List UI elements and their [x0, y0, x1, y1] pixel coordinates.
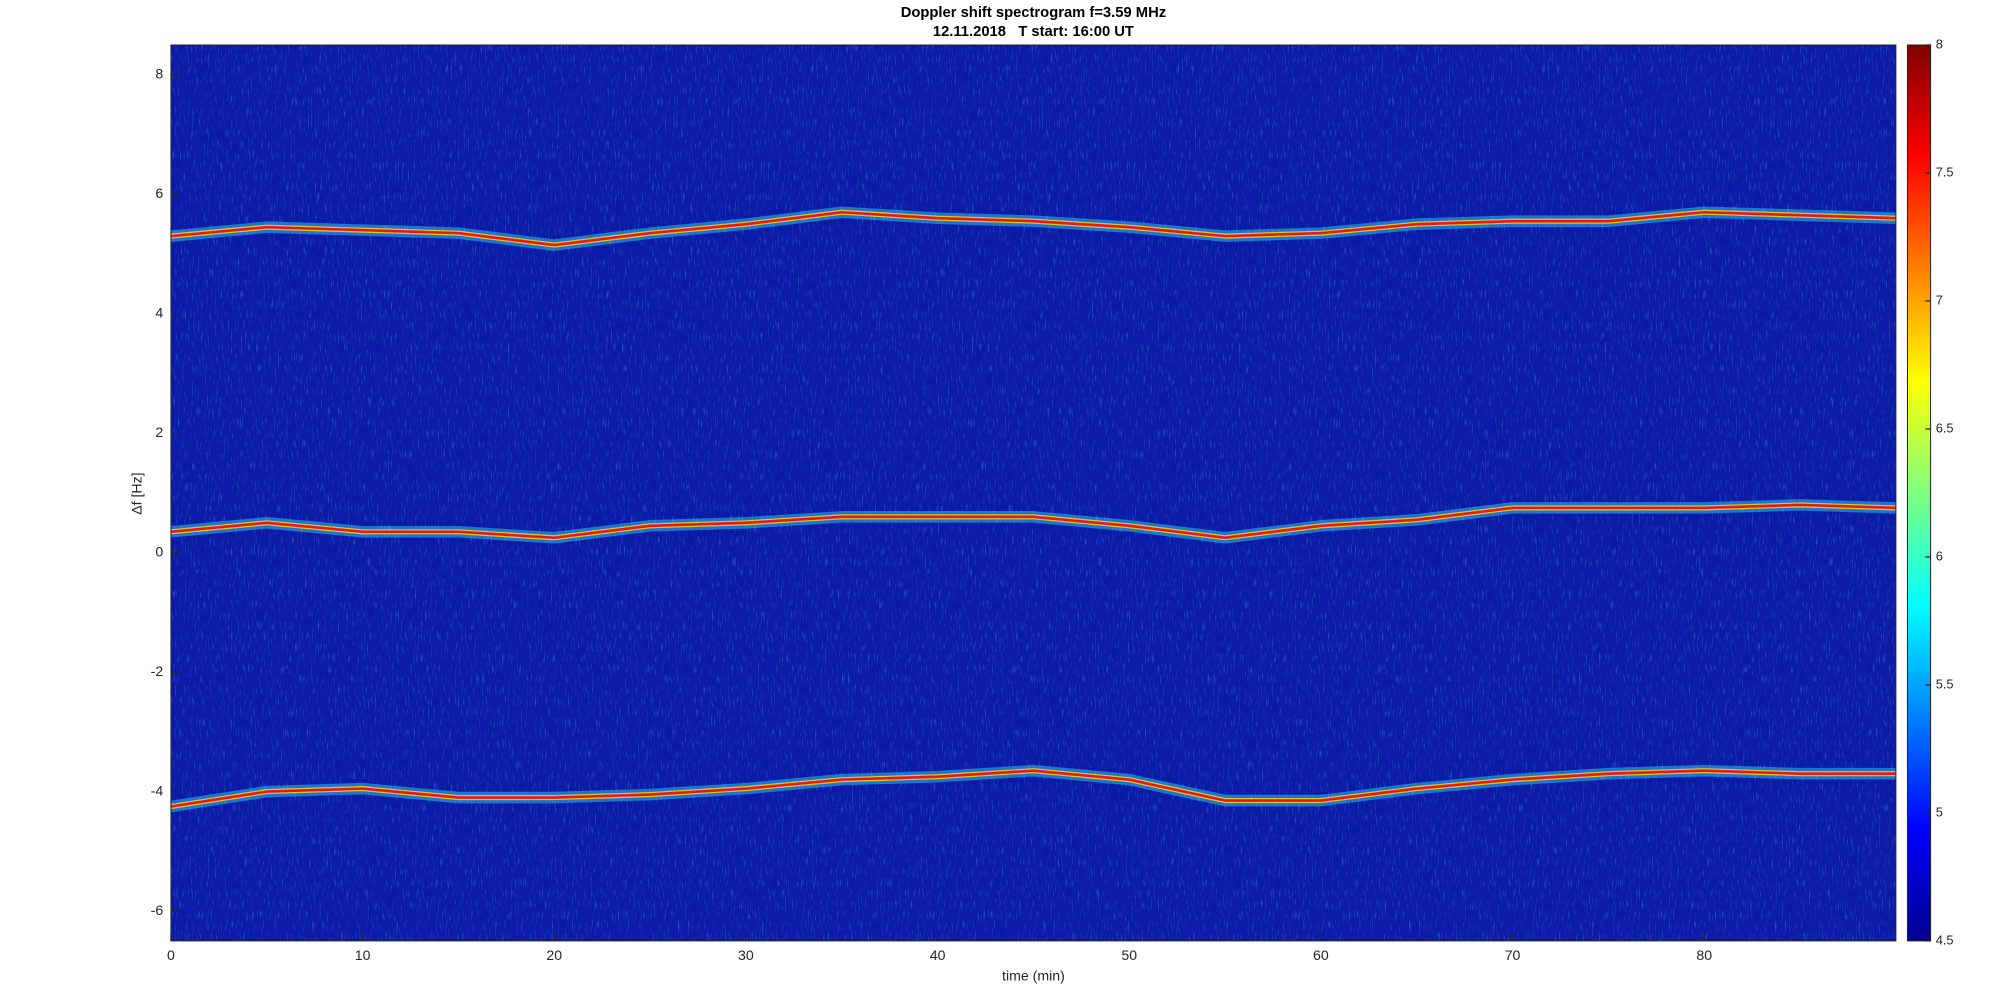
- x-axis-label: time (min): [1002, 968, 1065, 984]
- x-tick-label: 70: [1505, 947, 1521, 963]
- plot-frame: [170, 44, 1897, 942]
- colorbar-tick-label: 5.5: [1936, 676, 1954, 691]
- y-tick-label: -4: [151, 782, 164, 798]
- x-tick-label: 50: [1121, 947, 1137, 963]
- x-tick-label: 80: [1696, 947, 1712, 963]
- y-axis-label: Δf [Hz]: [128, 472, 144, 514]
- x-tick-label: 40: [930, 947, 946, 963]
- y-tick-label: 4: [155, 305, 163, 321]
- colorbar-tick-label: 6: [1936, 548, 1943, 563]
- chart-subtitle: 12.11.2018 T start: 16:00 UT: [933, 24, 1134, 40]
- colorbar: [1906, 44, 1932, 942]
- x-tick-label: 30: [738, 947, 754, 963]
- y-tick-label: 8: [155, 66, 163, 82]
- x-tick-label: 20: [546, 947, 562, 963]
- y-tick-label: -6: [151, 902, 164, 918]
- chart-title: Doppler shift spectrogram f=3.59 MHz: [901, 5, 1166, 21]
- y-tick-label: 2: [155, 424, 163, 440]
- x-tick-label: 10: [355, 947, 371, 963]
- colorbar-tick-label: 8: [1936, 36, 1943, 51]
- colorbar-tick-label: 6.5: [1936, 420, 1954, 435]
- y-tick-label: 0: [155, 543, 163, 559]
- colorbar-tick-label: 7: [1936, 292, 1943, 307]
- colorbar-tick-label: 5: [1936, 804, 1943, 819]
- colorbar-tick-label: 4.5: [1936, 932, 1954, 947]
- colorbar-tick-label: 7.5: [1936, 164, 1954, 179]
- y-tick-label: -2: [151, 663, 164, 679]
- trace-line: [170, 503, 1896, 540]
- y-tick-label: 6: [155, 185, 163, 201]
- noise-texture: [170, 44, 1896, 941]
- x-tick-label: 60: [1313, 947, 1329, 963]
- trace-line: [170, 769, 1896, 808]
- x-tick-label: 0: [167, 947, 175, 963]
- trace-line: [170, 210, 1896, 247]
